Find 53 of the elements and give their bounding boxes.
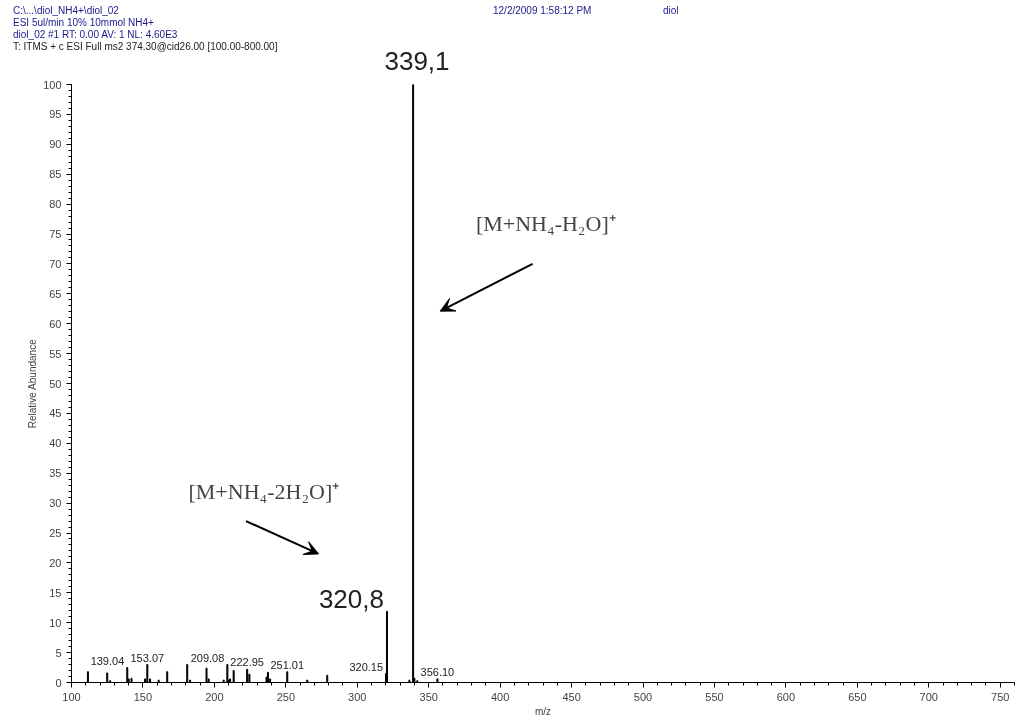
y-tick-label: 5 [55,646,62,659]
annotation: 139.04 [90,654,125,667]
x-tick-label: 450 [562,690,581,703]
y-tick-label: 60 [49,317,62,330]
text: diol [663,5,679,17]
text: 12/2/2009 1:58:12 PM [493,5,593,17]
text: T: ITMS + c ESI Full ms2 374.30@cid26.00 [100.00-800.00] [13,41,278,52]
annotation: [M+NH₄-H₂O]⁺ [475,211,616,237]
x-tick-label: 150 [133,690,153,703]
x-tick-label: 700 [919,690,938,703]
y-tick-label: 70 [49,257,62,270]
text: C:\...\diol_NH4+\diol_02 [13,5,120,17]
y-tick-label: 65 [49,287,62,300]
y-tick-label: 0 [55,676,62,689]
x-axis-title: m/z [534,705,552,716]
annotation: 153.07 [130,651,165,664]
y-tick-label: 20 [49,556,62,569]
y-tick-label: 85 [49,168,62,181]
y-tick-label: 25 [49,527,62,539]
annotation: [M+NH₄-2H₂O]⁺ [188,478,340,504]
x-tick-label: 550 [705,690,724,703]
annotation: 339,1 [384,46,450,76]
x-tick-label: 350 [419,690,438,703]
y-tick-label: 30 [49,497,62,510]
y-tick-label: 95 [49,108,62,121]
y-tick-label: 90 [49,138,62,151]
y-tick-label: 40 [49,437,62,450]
annotation: 320.15 [349,660,384,673]
text: ESI 5ul/min 10% 10mmol NH4+ [13,17,155,29]
x-tick-label: 400 [490,690,510,703]
y-tick-label: 45 [49,407,62,420]
annotation: 251.01 [270,658,305,671]
y-tick-label: 15 [49,586,62,599]
y-tick-label: 50 [49,377,62,390]
annotation: 222.95 [230,656,264,669]
y-axis-title: Relative Abundance [27,338,39,429]
y-tick-label: 75 [49,228,62,240]
annotation: 209.08 [190,651,225,664]
x-tick-label: 500 [633,690,653,703]
text: diol_02 #1 RT: 0.00 AV: 1 NL: 4.60E3 [13,29,179,41]
x-tick-label: 650 [848,690,867,703]
y-tick-label: 10 [49,616,62,629]
y-tick-label: 55 [49,347,62,360]
annotation: 356.10 [420,665,455,678]
y-tick-label: 100 [43,78,62,91]
annotation: 320,8 [318,584,384,615]
x-tick-label: 600 [776,690,796,703]
y-tick-label: 35 [49,467,62,480]
x-tick-label: 250 [276,690,295,703]
y-tick-label: 80 [49,198,62,211]
x-tick-label: 200 [205,690,224,703]
x-tick-label: 750 [991,690,1010,703]
x-tick-label: 300 [348,690,367,703]
